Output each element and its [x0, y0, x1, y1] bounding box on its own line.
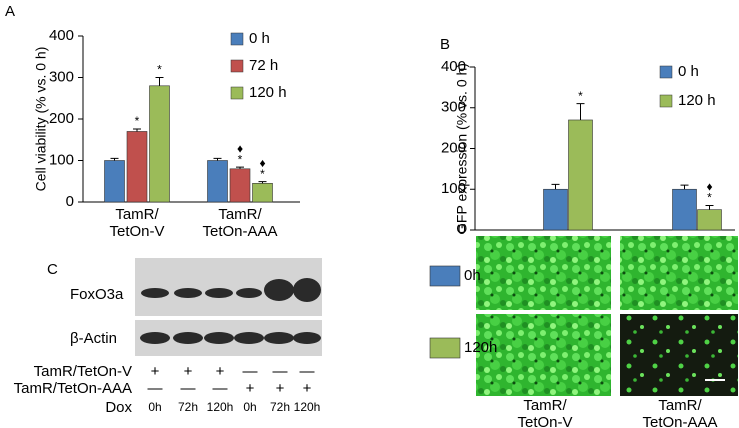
- significance-mark: *: [707, 191, 712, 205]
- legend-swatch: [659, 65, 673, 79]
- legend-label: 0 h: [678, 63, 699, 80]
- error-bar: [576, 103, 585, 120]
- legend-swatch: [230, 32, 244, 46]
- condition-cell: —: [243, 363, 258, 380]
- bar: [672, 188, 697, 231]
- legend-swatch: [230, 59, 244, 73]
- significance-mark: *: [238, 152, 243, 166]
- bar: [543, 188, 568, 231]
- bar: [229, 168, 251, 203]
- legend-label: 0h: [464, 267, 481, 284]
- bar: [568, 119, 593, 231]
- error-bar: [705, 205, 714, 210]
- y-tick-label: 400: [49, 27, 74, 44]
- condition-cell: —: [300, 363, 315, 380]
- blot-row-label: FoxO3a: [70, 286, 124, 303]
- y-axis-label: GFP expression (% vs. 0 h): [454, 63, 470, 234]
- y-tick-label: 200: [441, 139, 466, 156]
- condition-cell: +: [276, 380, 285, 397]
- column-label: TamR/TetOn-AAA: [642, 397, 717, 428]
- condition-cell: 120h: [207, 400, 234, 414]
- condition-cell: —: [273, 363, 288, 380]
- significance-mark: *: [135, 114, 140, 128]
- bar: [104, 160, 125, 203]
- y-tick-label: 300: [49, 68, 74, 85]
- y-axis-label: Cell viability (% vs. 0 h): [33, 47, 49, 192]
- condition-cell: +: [246, 380, 255, 397]
- condition-cell: +: [216, 363, 225, 380]
- significance-mark: ♦: [259, 156, 265, 170]
- legend-swatch: [230, 86, 244, 100]
- legend-swatch: [429, 337, 461, 359]
- panel-label: C: [47, 261, 58, 278]
- error-bar: [133, 128, 141, 132]
- condition-label: Dox: [105, 399, 132, 416]
- significance-mark: *: [157, 63, 162, 77]
- error-bar: [680, 184, 689, 190]
- error-bar: [213, 157, 222, 161]
- error-bar: [258, 181, 267, 184]
- condition-label: TamR/TetOn-AAA: [14, 380, 132, 397]
- condition-cell: 0h: [148, 400, 161, 414]
- micrograph: [620, 314, 738, 396]
- y-tick-label: 100: [441, 180, 466, 197]
- condition-cell: +: [151, 363, 160, 380]
- legend-swatch: [659, 94, 673, 108]
- bands: [140, 278, 321, 344]
- column-label: TamR/TetOn-V: [517, 397, 572, 428]
- error-bar: [236, 166, 244, 169]
- condition-cell: —: [213, 380, 228, 397]
- y-tick-label: 200: [49, 110, 74, 127]
- legend-label: 72 h: [249, 57, 278, 74]
- condition-cell: 0h: [243, 400, 256, 414]
- y-tick-label: 400: [441, 58, 466, 75]
- legend-label: 120h: [464, 339, 497, 356]
- micrograph: [620, 236, 738, 310]
- significance-mark: *: [260, 167, 265, 181]
- significance-mark: ♦: [237, 141, 243, 155]
- significance-mark: ♦: [706, 180, 712, 194]
- panel-label: A: [5, 3, 15, 20]
- condition-cell: +: [184, 363, 193, 380]
- panel-label: B: [440, 36, 450, 53]
- bar: [149, 85, 170, 203]
- bar: [697, 209, 722, 231]
- micrograph: [476, 314, 611, 396]
- y-tick-label: 0: [458, 221, 466, 238]
- legend-label: 120 h: [249, 84, 287, 101]
- y-tick-label: 100: [49, 151, 74, 168]
- bar: [126, 131, 148, 203]
- legend-label: 0 h: [249, 30, 270, 47]
- blot-row-label: β-Actin: [70, 330, 117, 347]
- condition-cell: —: [181, 380, 196, 397]
- legend-label: 120 h: [678, 92, 716, 109]
- y-tick-label: 0: [66, 193, 74, 210]
- legend-swatch: [429, 265, 461, 287]
- condition-cell: 120h: [294, 400, 321, 414]
- bar: [207, 160, 228, 203]
- error-bar: [551, 183, 560, 190]
- condition-cell: 72h: [270, 400, 290, 414]
- x-tick-label: TamR/TetOn-AAA: [202, 206, 277, 240]
- micrograph: [476, 236, 611, 310]
- x-tick-label: TamR/TetOn-V: [109, 206, 164, 240]
- error-bar: [110, 157, 119, 161]
- condition-cell: +: [303, 380, 312, 397]
- significance-mark: *: [578, 89, 583, 103]
- y-tick-label: 300: [441, 99, 466, 116]
- condition-cell: —: [148, 380, 163, 397]
- error-bar: [155, 77, 164, 86]
- condition-label: TamR/TetOn-V: [34, 363, 132, 380]
- bar: [252, 183, 273, 203]
- condition-cell: 72h: [178, 400, 198, 414]
